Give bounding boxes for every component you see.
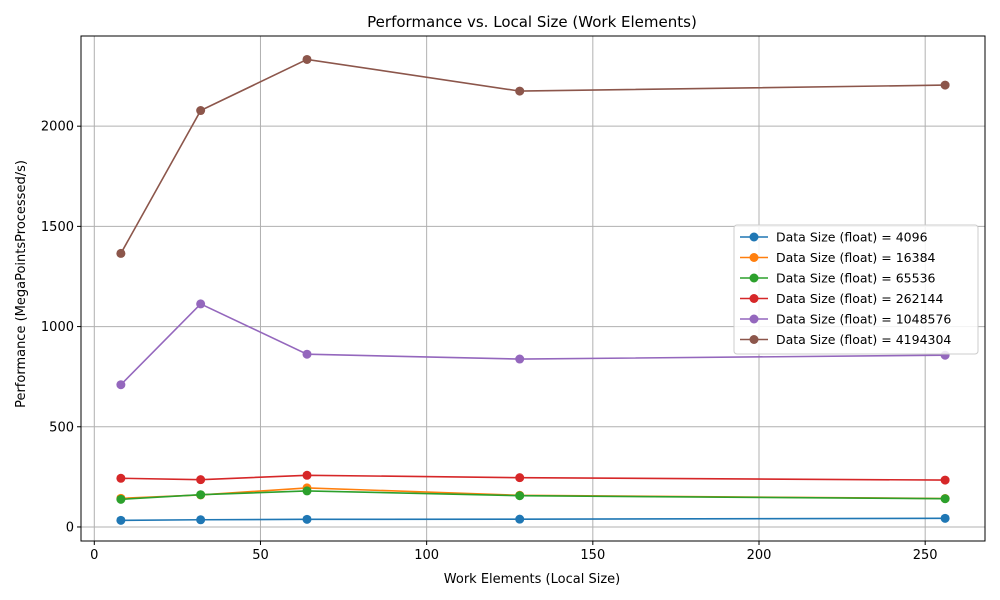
legend-item: Data Size (float) = 1048576 — [740, 312, 951, 327]
series-5 — [116, 54, 950, 258]
x-tick-label: 100 — [414, 548, 439, 563]
y-tick-label: 500 — [49, 420, 74, 435]
legend: Data Size (float) = 4096 Data Size (float… — [733, 224, 979, 355]
legend-label: Data Size (float) = 4096 — [776, 230, 928, 245]
x-tick-label: 250 — [913, 548, 938, 563]
data-point — [196, 299, 206, 309]
series-2 — [116, 486, 950, 504]
y-tick-label: 0 — [66, 520, 74, 535]
y-axis-ticks: 0 500 1000 1500 2000 — [41, 120, 81, 535]
x-tick-label: 50 — [252, 548, 269, 563]
data-point — [940, 513, 950, 523]
data-point — [940, 494, 950, 504]
data-point — [302, 54, 312, 64]
data-point — [515, 514, 525, 524]
legend-label: Data Size (float) = 16384 — [776, 250, 936, 265]
legend-marker — [749, 232, 759, 242]
data-point — [116, 494, 126, 504]
legend-label: Data Size (float) = 262144 — [776, 291, 943, 306]
data-point — [196, 475, 206, 485]
data-point — [116, 380, 126, 390]
legend-label: Data Size (float) = 1048576 — [776, 312, 951, 327]
data-point — [196, 490, 206, 500]
plot-frame — [80, 35, 986, 542]
legend-item: Data Size (float) = 65536 — [740, 271, 936, 286]
series-line — [120, 474, 946, 481]
data-point — [196, 106, 206, 116]
x-axis-ticks: 0 50 100 150 200 250 — [90, 541, 938, 563]
legend-marker — [749, 314, 759, 324]
data-point — [116, 248, 126, 258]
legend-marker — [749, 335, 759, 344]
legend-label: Data Size (float) = 4194304 — [776, 332, 951, 347]
legend-marker — [749, 273, 759, 283]
y-tick-label: 1500 — [41, 220, 74, 235]
series-layer — [116, 54, 950, 525]
data-point — [515, 354, 525, 364]
data-point — [940, 475, 950, 485]
legend-label: Data Size (float) = 65536 — [776, 271, 936, 286]
legend-marker — [749, 294, 759, 303]
data-point — [116, 473, 126, 483]
data-point — [515, 473, 525, 483]
legend-item: Data Size (float) = 4194304 — [740, 332, 951, 347]
legend-marker — [749, 253, 759, 262]
chart-title: Performance vs. Local Size (Work Element… — [367, 13, 697, 31]
legend-item: Data Size (float) = 4096 — [740, 230, 928, 245]
data-point — [196, 515, 206, 525]
data-point — [940, 80, 950, 90]
data-point — [302, 486, 312, 496]
y-tick-label: 1000 — [41, 320, 74, 335]
data-point — [515, 86, 525, 96]
legend-item: Data Size (float) = 262144 — [740, 291, 943, 306]
x-tick-label: 150 — [580, 548, 605, 563]
data-point — [302, 349, 312, 359]
legend-item: Data Size (float) = 16384 — [740, 250, 936, 265]
legend-box — [733, 224, 979, 355]
x-tick-label: 200 — [747, 548, 772, 563]
series-line — [120, 58, 946, 254]
series-4 — [116, 299, 950, 390]
data-point — [116, 515, 126, 525]
series-3 — [116, 470, 950, 485]
data-point — [302, 470, 312, 480]
y-axis-label: Performance (MegaPointsProcessed/s) — [14, 160, 29, 408]
x-tick-label: 0 — [90, 548, 98, 563]
y-tick-label: 2000 — [41, 120, 74, 135]
x-axis-label: Work Elements (Local Size) — [444, 572, 620, 587]
series-line — [120, 517, 946, 522]
data-point — [515, 491, 525, 501]
data-point — [302, 514, 312, 524]
series-0 — [116, 513, 950, 525]
